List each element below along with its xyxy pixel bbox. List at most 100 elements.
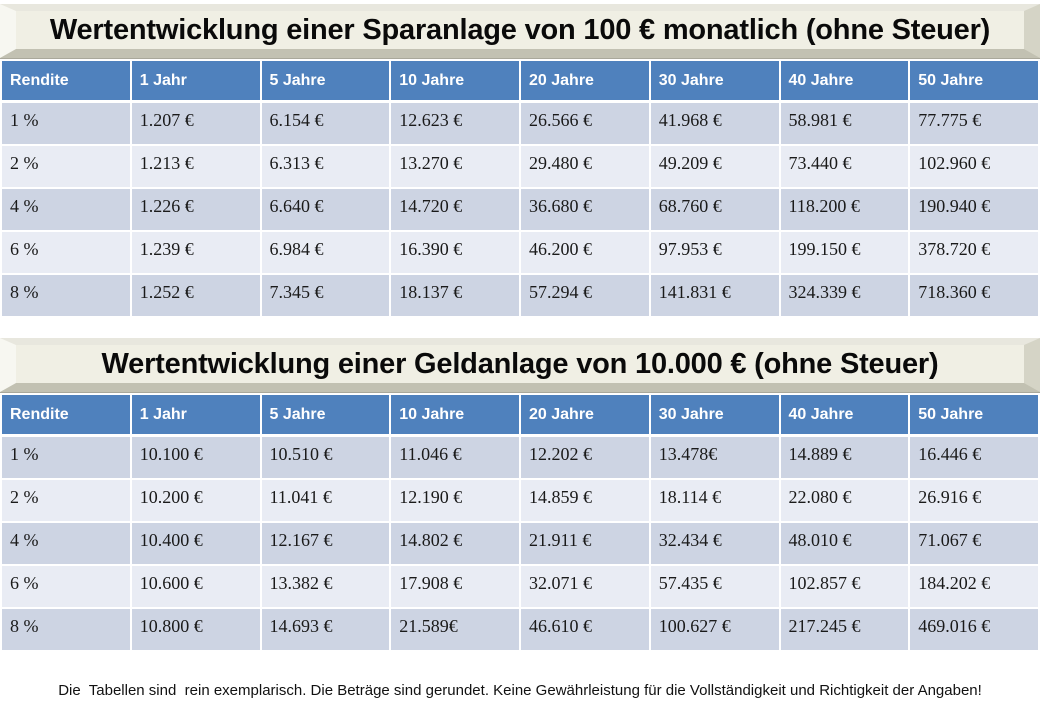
table-row: 2 % 1.213 € 6.313 € 13.270 € 29.480 € 49…	[2, 146, 1038, 187]
value-cell: 199.150 €	[780, 232, 909, 273]
value-cell: 1.239 €	[131, 232, 260, 273]
value-cell: 7.345 €	[261, 275, 390, 316]
table1-title-banner: Wertentwicklung einer Sparanlage von 100…	[0, 4, 1040, 58]
value-cell: 141.831 €	[650, 275, 779, 316]
value-cell: 17.908 €	[391, 566, 519, 607]
column-header: 1 Jahr	[131, 395, 260, 434]
value-cell: 13.270 €	[391, 146, 519, 187]
column-header: 5 Jahre	[261, 61, 390, 100]
value-cell: 14.889 €	[780, 437, 909, 478]
value-cell: 29.480 €	[521, 146, 649, 187]
value-cell: 184.202 €	[910, 566, 1038, 607]
value-cell: 16.390 €	[391, 232, 519, 273]
table1-header-row: Rendite 1 Jahr 5 Jahre 10 Jahre 20 Jahre…	[2, 61, 1038, 100]
value-cell: 217.245 €	[780, 609, 909, 650]
value-cell: 12.202 €	[521, 437, 649, 478]
column-header: 20 Jahre	[521, 395, 649, 434]
table-row: 4 % 10.400 € 12.167 € 14.802 € 21.911 € …	[2, 523, 1038, 564]
value-cell: 190.940 €	[910, 189, 1038, 230]
rendite-cell: 6 %	[2, 566, 130, 607]
value-cell: 16.446 €	[910, 437, 1038, 478]
value-cell: 6.640 €	[261, 189, 390, 230]
value-cell: 32.071 €	[521, 566, 649, 607]
value-cell: 13.478€	[650, 437, 779, 478]
value-cell: 10.400 €	[131, 523, 260, 564]
value-cell: 100.627 €	[650, 609, 779, 650]
value-cell: 10.510 €	[261, 437, 390, 478]
table2-title-banner: Wertentwicklung einer Geldanlage von 10.…	[0, 338, 1040, 392]
value-cell: 102.857 €	[780, 566, 909, 607]
value-cell: 469.016 €	[910, 609, 1038, 650]
value-cell: 26.916 €	[910, 480, 1038, 521]
value-cell: 12.623 €	[391, 103, 519, 144]
table-row: 1 % 1.207 € 6.154 € 12.623 € 26.566 € 41…	[2, 103, 1038, 144]
value-cell: 14.859 €	[521, 480, 649, 521]
value-cell: 41.968 €	[650, 103, 779, 144]
column-header: Rendite	[2, 395, 130, 434]
value-cell: 718.360 €	[910, 275, 1038, 316]
value-cell: 118.200 €	[780, 189, 909, 230]
column-header: 10 Jahre	[391, 395, 519, 434]
value-cell: 10.800 €	[131, 609, 260, 650]
value-cell: 102.960 €	[910, 146, 1038, 187]
column-header: 50 Jahre	[910, 395, 1038, 434]
value-cell: 36.680 €	[521, 189, 649, 230]
column-header: 50 Jahre	[910, 61, 1038, 100]
value-cell: 68.760 €	[650, 189, 779, 230]
value-cell: 71.067 €	[910, 523, 1038, 564]
rendite-cell: 4 %	[2, 523, 130, 564]
value-cell: 1.213 €	[131, 146, 260, 187]
disclaimer-text: Die Tabellen sind rein exemplarisch. Die…	[58, 682, 982, 699]
column-header: Rendite	[2, 61, 130, 100]
table2-header-row: Rendite 1 Jahr 5 Jahre 10 Jahre 20 Jahre…	[2, 395, 1038, 434]
value-cell: 14.693 €	[261, 609, 390, 650]
column-header: 40 Jahre	[780, 61, 909, 100]
value-cell: 10.600 €	[131, 566, 260, 607]
value-cell: 11.046 €	[391, 437, 519, 478]
rendite-cell: 4 %	[2, 189, 130, 230]
value-cell: 21.589€	[391, 609, 519, 650]
value-cell: 22.080 €	[780, 480, 909, 521]
table-row: 1 % 10.100 € 10.510 € 11.046 € 12.202 € …	[2, 437, 1038, 478]
value-cell: 12.190 €	[391, 480, 519, 521]
value-cell: 21.911 €	[521, 523, 649, 564]
value-cell: 97.953 €	[650, 232, 779, 273]
value-cell: 14.720 €	[391, 189, 519, 230]
value-cell: 77.775 €	[910, 103, 1038, 144]
table-row: 8 % 1.252 € 7.345 € 18.137 € 57.294 € 14…	[2, 275, 1038, 316]
table2-title: Wertentwicklung einer Geldanlage von 10.…	[101, 348, 939, 380]
value-cell: 46.200 €	[521, 232, 649, 273]
rendite-cell: 2 %	[2, 146, 130, 187]
rendite-cell: 6 %	[2, 232, 130, 273]
table1: Rendite 1 Jahr 5 Jahre 10 Jahre 20 Jahre…	[2, 61, 1038, 316]
value-cell: 48.010 €	[780, 523, 909, 564]
column-header: 1 Jahr	[131, 61, 260, 100]
table-row: 2 % 10.200 € 11.041 € 12.190 € 14.859 € …	[2, 480, 1038, 521]
table-row: 6 % 1.239 € 6.984 € 16.390 € 46.200 € 97…	[2, 232, 1038, 273]
value-cell: 32.434 €	[650, 523, 779, 564]
table-row: 8 % 10.800 € 14.693 € 21.589€ 46.610 € 1…	[2, 609, 1038, 650]
value-cell: 14.802 €	[391, 523, 519, 564]
value-cell: 57.435 €	[650, 566, 779, 607]
value-cell: 18.114 €	[650, 480, 779, 521]
table-row: 4 % 1.226 € 6.640 € 14.720 € 36.680 € 68…	[2, 189, 1038, 230]
value-cell: 11.041 €	[261, 480, 390, 521]
rendite-cell: 1 %	[2, 437, 130, 478]
value-cell: 18.137 €	[391, 275, 519, 316]
column-header: 20 Jahre	[521, 61, 649, 100]
value-cell: 6.313 €	[261, 146, 390, 187]
column-header: 40 Jahre	[780, 395, 909, 434]
value-cell: 46.610 €	[521, 609, 649, 650]
rendite-cell: 8 %	[2, 275, 130, 316]
value-cell: 49.209 €	[650, 146, 779, 187]
column-header: 30 Jahre	[650, 61, 779, 100]
value-cell: 1.226 €	[131, 189, 260, 230]
column-header: 30 Jahre	[650, 395, 779, 434]
rendite-cell: 1 %	[2, 103, 130, 144]
rendite-cell: 8 %	[2, 609, 130, 650]
value-cell: 1.207 €	[131, 103, 260, 144]
column-header: 5 Jahre	[261, 395, 390, 434]
value-cell: 6.154 €	[261, 103, 390, 144]
table2: Rendite 1 Jahr 5 Jahre 10 Jahre 20 Jahre…	[2, 395, 1038, 650]
